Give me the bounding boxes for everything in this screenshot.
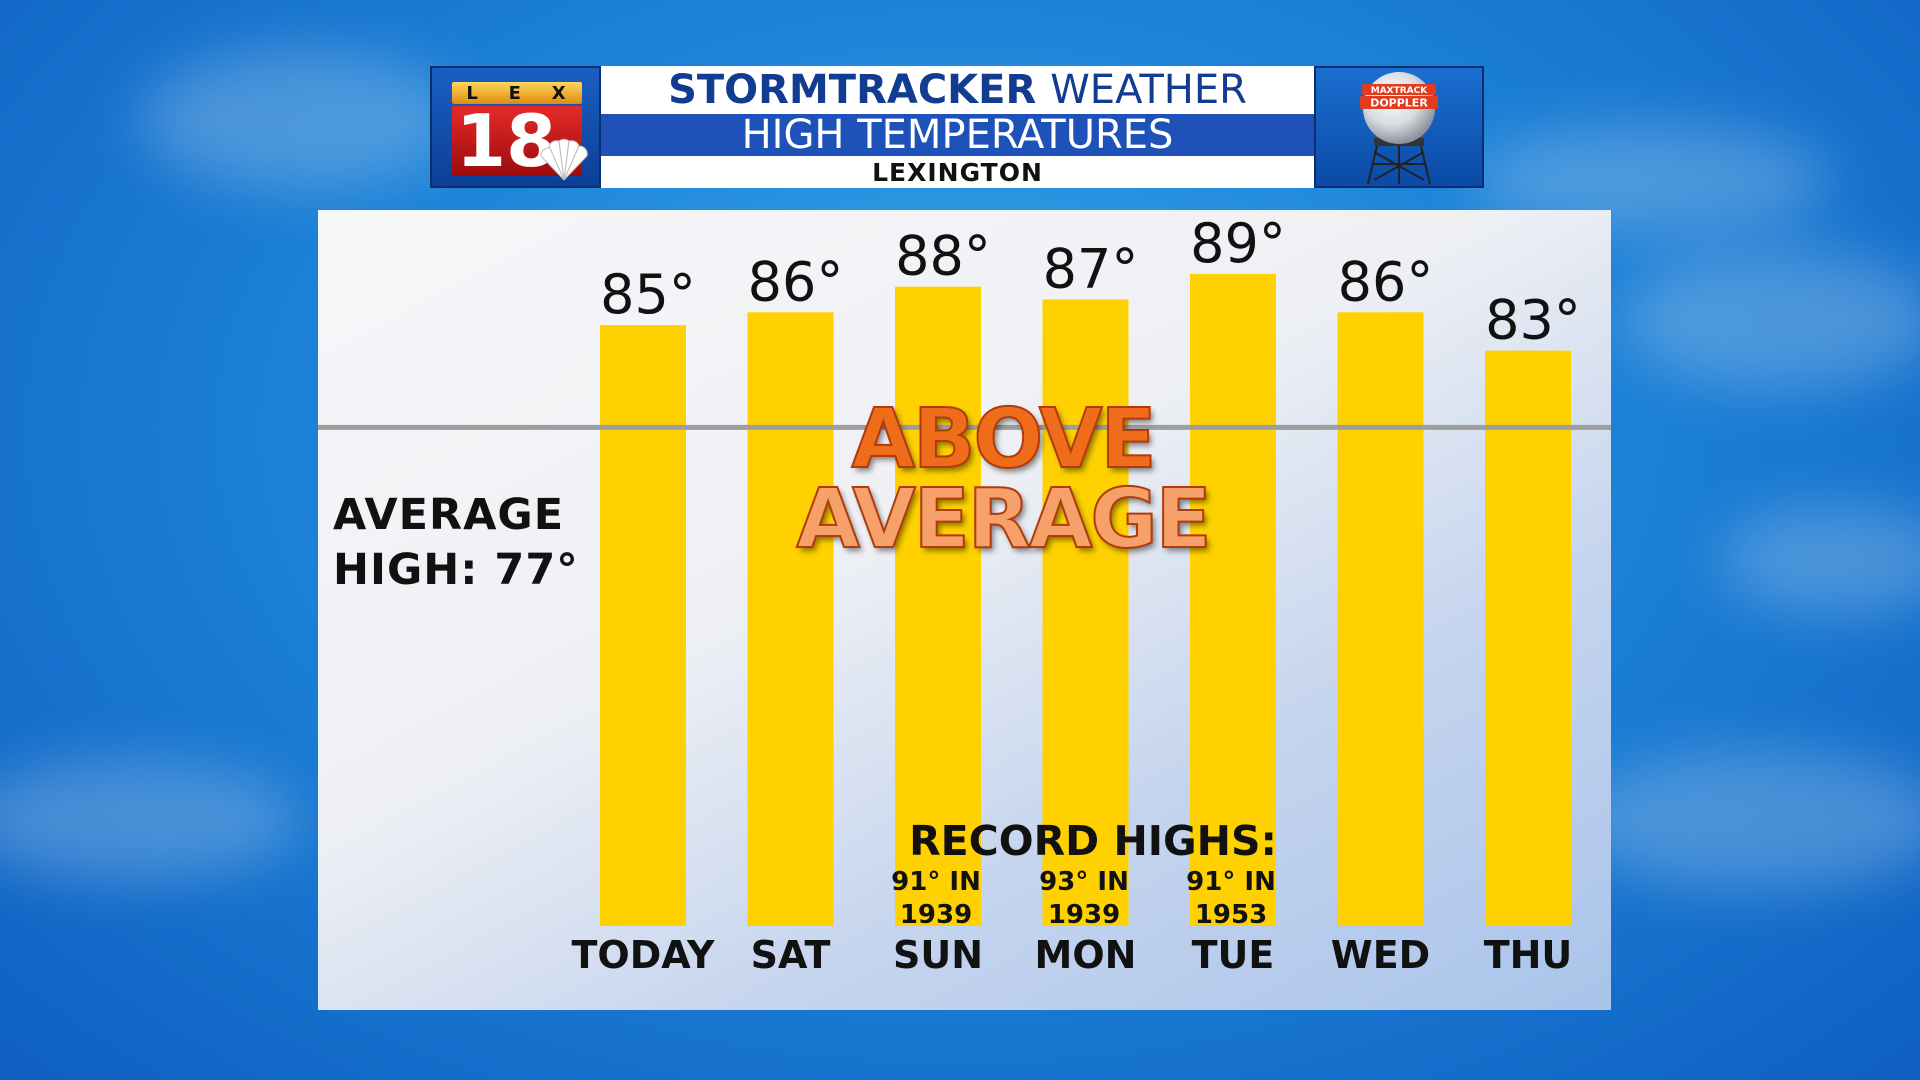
bar-sun	[895, 286, 981, 926]
category-labels-group: TODAY SAT SUN MON TUE WED THU	[571, 933, 1572, 977]
value-label-thu: 83°	[1485, 289, 1581, 352]
value-label-today: 85°	[600, 263, 696, 326]
bar-today	[600, 325, 686, 926]
value-label-sat: 86°	[748, 250, 844, 313]
category-label-thu: THU	[1484, 933, 1573, 977]
category-label-today: TODAY	[571, 933, 715, 977]
banner-title-rest: WEATHER	[1050, 67, 1247, 113]
record-tue: 91° IN 1953	[1161, 866, 1301, 932]
bar-chart: 85° 86° 88° 87° 89° 86° 83° TODAY SAT SUN MON TUE W…	[318, 212, 1611, 977]
record-sun-temp: 91° IN	[891, 867, 981, 897]
record-sun: 91° IN 1939	[866, 866, 1006, 932]
radar-text-maxtrack: MAXTRACK	[1371, 86, 1429, 96]
logo-letter-e: E	[508, 82, 523, 104]
bars-group	[600, 273, 1571, 927]
record-sun-year: 1939	[899, 900, 973, 930]
average-high-label: AVERAGE HIGH: 77°	[333, 488, 653, 598]
callout-line1: ABOVE	[851, 392, 1158, 487]
radar-dome-icon: MAXTRACK DOPPLER	[1360, 72, 1438, 185]
bar-tue	[1190, 273, 1276, 926]
bar-thu	[1485, 350, 1571, 927]
value-label-mon: 87°	[1043, 238, 1139, 301]
banner-location: LEXINGTON	[872, 158, 1043, 187]
category-label-wed: WED	[1331, 933, 1430, 977]
banner-title: STORMTRACKER WEATHER	[601, 66, 1314, 114]
station-logo: L E X 18	[430, 66, 601, 188]
record-mon-year: 1939	[1047, 900, 1121, 930]
category-label-mon: MON	[1035, 933, 1137, 977]
category-label-sat: SAT	[751, 933, 831, 977]
record-mon: 93° IN 1939	[1014, 866, 1154, 932]
callout-line2: AVERAGE	[795, 472, 1212, 567]
title-box: STORMTRACKER WEATHER HIGH TEMPERATURES L…	[601, 66, 1314, 188]
record-highs-title: RECORD HIGHS:	[909, 817, 1277, 865]
banner-title-bold: STORMTRACKER	[668, 67, 1037, 113]
record-tue-year: 1953	[1194, 900, 1268, 930]
chart-panel: 85° 86° 88° 87° 89° 86° 83° TODAY SAT SUN MON TUE W…	[318, 210, 1611, 1010]
average-label-line2: HIGH: 77°	[333, 545, 579, 595]
header-banner: L E X 18 STORMTRACKER WEATHER HIGH TEMPE…	[430, 66, 1484, 188]
logo-letters: L E X	[452, 82, 582, 104]
logo-letter-l: L	[466, 82, 480, 104]
radar-logo: MAXTRACK DOPPLER	[1314, 66, 1484, 188]
banner-subtitle: HIGH TEMPERATURES	[601, 114, 1314, 156]
value-labels-group: 85° 86° 88° 87° 89° 86° 83°	[600, 212, 1581, 352]
logo-letter-x: X	[551, 82, 568, 104]
category-label-tue: TUE	[1192, 933, 1275, 977]
peacock-icon	[540, 138, 588, 181]
value-label-wed: 86°	[1338, 250, 1434, 313]
category-label-sun: SUN	[893, 933, 983, 977]
bar-wed	[1337, 312, 1424, 926]
above-average-callout: ABOVE AVERAGE	[778, 392, 1228, 567]
bar-sat	[747, 312, 834, 926]
bar-mon	[1042, 299, 1129, 926]
record-mon-temp: 93° IN	[1039, 867, 1129, 897]
record-tue-temp: 91° IN	[1186, 867, 1276, 897]
value-label-sun: 88°	[895, 225, 991, 288]
value-label-tue: 89°	[1190, 212, 1286, 275]
radar-text-doppler: DOPPLER	[1370, 97, 1428, 110]
average-label-line1: AVERAGE	[333, 490, 565, 540]
